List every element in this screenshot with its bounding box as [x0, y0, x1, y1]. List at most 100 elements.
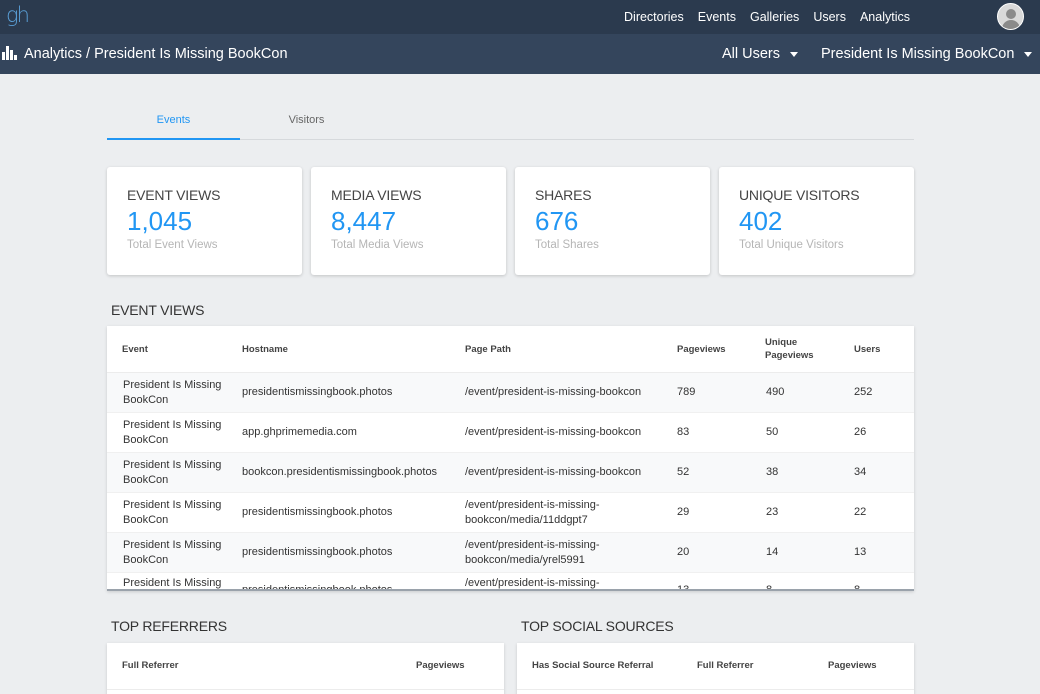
nav-events[interactable]: Events	[697, 10, 736, 24]
stat-card-value: 8,447	[331, 206, 397, 236]
col-unique-pageviews[interactable]: Unique Pageviews	[765, 337, 814, 361]
cell-hostname: presidentismissingbook.photos	[242, 386, 393, 398]
top-nav: Directories Events Galleries Users Analy…	[610, 0, 910, 34]
col-has-social-source-referral[interactable]: Has Social Source Referral	[532, 660, 654, 671]
stat-card-subtitle: Total Media Views	[331, 239, 424, 251]
stat-card-value: 402	[739, 206, 783, 236]
header-divider	[517, 689, 914, 690]
stat-card-shares: SHARES 676 Total Shares	[515, 167, 710, 275]
cell-hostname: presidentismissingbook.photos	[242, 584, 393, 591]
table-row[interactable]: President Is Missing BookCon presidentis…	[107, 373, 914, 413]
cell-hostname: presidentismissingbook.photos	[242, 506, 393, 518]
tab-visitors[interactable]: Visitors	[288, 114, 325, 126]
avatar-head	[1006, 9, 1016, 19]
cell-users: 13	[854, 546, 867, 558]
table-row[interactable]: President Is Missing BookCon app.ghprime…	[107, 413, 914, 453]
cell-unique-pageviews: 50	[766, 426, 779, 438]
stat-card-title: UNIQUE VISITORS	[739, 187, 860, 203]
col-hostname[interactable]: Hostname	[242, 344, 288, 355]
cell-unique-pageviews: 8	[766, 584, 773, 591]
stat-card-value: 1,045	[127, 206, 193, 236]
stat-card-event-views: EVENT VIEWS 1,045 Total Event Views	[107, 167, 302, 275]
col-page-path[interactable]: Page Path	[465, 344, 511, 355]
cell-pageviews: 83	[677, 426, 690, 438]
stat-card-media-views: MEDIA VIEWS 8,447 Total Media Views	[311, 167, 506, 275]
bar-chart-icon	[2, 46, 18, 60]
col-pageviews[interactable]: Pageviews	[416, 660, 465, 671]
cell-page-path: /event/president-is-missing-bookcon	[465, 386, 642, 398]
stat-card-title: MEDIA VIEWS	[331, 187, 422, 203]
cell-event: President Is Missing BookCon	[123, 419, 222, 446]
users-filter-dropdown[interactable]: All Users	[722, 34, 799, 74]
table-bottom-border	[107, 589, 914, 591]
cell-hostname: app.ghprimemedia.com	[242, 426, 357, 438]
stat-card-subtitle: Total Shares	[535, 239, 599, 251]
nav-directories[interactable]: Directories	[624, 10, 684, 24]
cell-pageviews: 20	[677, 546, 690, 558]
table-row[interactable]: President Is Missing BookCon presidentis…	[107, 533, 914, 573]
event-filter-label: President Is Missing BookCon	[821, 46, 1015, 62]
cell-page-path: /event/president-is-missing-bookcon	[465, 466, 642, 478]
col-full-referrer[interactable]: Full Referrer	[697, 660, 754, 671]
breadcrumb: Analytics / President Is Missing BookCon	[24, 46, 288, 62]
stat-card-title: EVENT VIEWS	[127, 187, 221, 203]
cell-pageviews: 52	[677, 466, 690, 478]
col-users[interactable]: Users	[854, 344, 881, 355]
cell-unique-pageviews: 38	[766, 466, 779, 478]
cell-page-path: /event/president-is-missing-bookcon/medi…	[465, 499, 600, 526]
cell-users: 252	[854, 386, 873, 398]
cell-unique-pageviews: 490	[766, 386, 785, 398]
cell-event: President Is Missing BookCon	[123, 499, 222, 526]
cell-event: President Is Missing BookCon	[123, 577, 222, 589]
cell-event: President Is Missing BookCon	[123, 459, 222, 486]
table-row[interactable]: President Is Missing BookCon bookcon.pre…	[107, 453, 914, 493]
top-social-sources-table[interactable]: Has Social Source Referral Full Referrer…	[517, 643, 914, 694]
top-navbar: gh Directories Events Galleries Users An…	[0, 0, 1040, 34]
table-header: Event Hostname Page Path Pageviews Uniqu…	[107, 326, 914, 373]
top-social-sources-heading: TOP SOCIAL SOURCES	[521, 618, 674, 634]
cell-event: President Is Missing BookCon	[123, 379, 222, 406]
col-pageviews[interactable]: Pageviews	[828, 660, 877, 671]
top-referrers-heading: TOP REFERRERS	[111, 618, 227, 634]
avatar-body	[1002, 20, 1020, 29]
table-row[interactable]: President Is Missing BookCon presidentis…	[107, 493, 914, 533]
event-views-table[interactable]: Event Hostname Page Path Pageviews Uniqu…	[107, 326, 914, 591]
cell-hostname: bookcon.presidentismissingbook.photos	[242, 466, 438, 478]
cell-users: 22	[854, 506, 867, 518]
header-divider	[107, 689, 504, 690]
analytics-tabs: Events Visitors	[107, 105, 914, 140]
cell-users: 26	[854, 426, 867, 438]
chevron-down-icon	[790, 51, 799, 57]
top-referrers-table[interactable]: Full Referrer Pageviews	[107, 643, 504, 694]
event-views-heading: EVENT VIEWS	[111, 302, 205, 318]
cell-users: 34	[854, 466, 867, 478]
cell-unique-pageviews: 23	[766, 506, 779, 518]
user-avatar[interactable]	[997, 3, 1024, 30]
cell-pageviews: 13	[677, 584, 690, 591]
cell-users: 8	[854, 584, 861, 591]
col-full-referrer[interactable]: Full Referrer	[122, 660, 179, 671]
cell-hostname: presidentismissingbook.photos	[242, 546, 393, 558]
col-event[interactable]: Event	[122, 344, 148, 355]
tab-events[interactable]: Events	[107, 105, 240, 140]
cell-unique-pageviews: 14	[766, 546, 779, 558]
cell-page-path: /event/president-is-missing-bookcon	[465, 426, 642, 438]
table-row[interactable]: President Is Missing BookCon presidentis…	[107, 573, 914, 591]
sub-header: Analytics / President Is Missing BookCon…	[0, 34, 1040, 74]
cell-page-path: /event/president-is-missing-bookcon/medi…	[465, 539, 600, 566]
nav-users[interactable]: Users	[813, 10, 846, 24]
app-logo[interactable]: gh	[6, 3, 30, 27]
stat-card-title: SHARES	[535, 187, 592, 203]
cell-pageviews: 789	[677, 386, 696, 398]
chevron-down-icon	[1024, 51, 1033, 57]
event-filter-dropdown[interactable]: President Is Missing BookCon	[821, 34, 1033, 74]
stat-card-subtitle: Total Event Views	[127, 239, 218, 251]
cell-pageviews: 29	[677, 506, 690, 518]
nav-analytics[interactable]: Analytics	[859, 10, 910, 24]
col-pageviews[interactable]: Pageviews	[677, 344, 726, 355]
stat-card-subtitle: Total Unique Visitors	[739, 239, 844, 251]
nav-galleries[interactable]: Galleries	[749, 10, 800, 24]
cell-event: President Is Missing BookCon	[123, 539, 222, 566]
stat-card-value: 676	[535, 206, 579, 236]
cell-page-path: /event/president-is-missing-	[465, 577, 600, 589]
